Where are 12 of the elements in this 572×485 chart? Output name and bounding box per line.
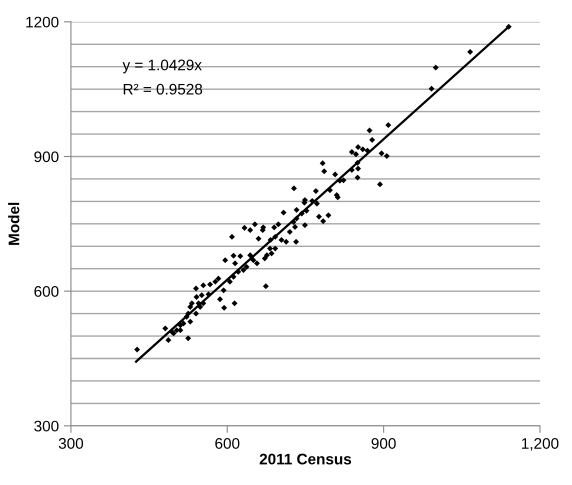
annotation: y = 1.0429x <box>122 60 202 74</box>
x-axis-title: 2011 Census <box>260 454 352 464</box>
x-tick-label: 300 <box>58 438 84 449</box>
y-tick-label: 900 <box>34 151 59 162</box>
y-tick-label: 300 <box>34 420 59 432</box>
y-axis-title: Model <box>8 202 20 245</box>
x-tick-label: 900 <box>372 438 396 449</box>
x-tick-label: 600 <box>215 438 240 449</box>
y-tick-label: 600 <box>34 286 59 297</box>
annotation: R² = 0.9528 <box>124 84 202 95</box>
x-tick-label: 1,200 <box>522 438 558 451</box>
y-tick-label: 1200 <box>26 16 59 28</box>
